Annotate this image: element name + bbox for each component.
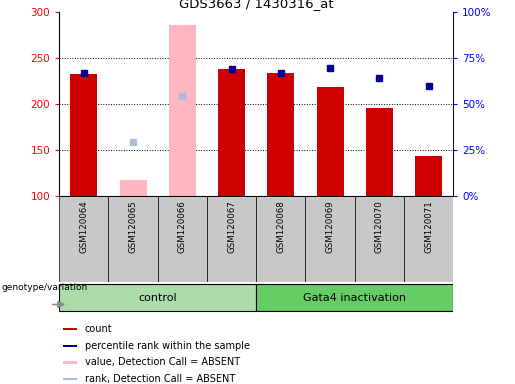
Bar (218, 69, 245, 196)
Bar (71, 74, 97, 196)
Bar (119, 180, 147, 196)
Bar (63, 361, 77, 364)
Bar (256, 284, 453, 311)
Bar (366, 108, 393, 196)
Text: GSM120067: GSM120067 (227, 200, 236, 253)
Bar (305, 196, 355, 282)
Bar (404, 196, 453, 282)
Text: count: count (85, 324, 112, 334)
Bar (267, 73, 295, 196)
Text: GSM120064: GSM120064 (79, 200, 89, 253)
Text: percentile rank within the sample: percentile rank within the sample (85, 341, 250, 351)
Bar (256, 196, 305, 282)
Text: Gata4 inactivation: Gata4 inactivation (303, 293, 406, 303)
Text: genotype/variation: genotype/variation (2, 283, 88, 292)
Text: GSM120066: GSM120066 (178, 200, 187, 253)
Text: control: control (139, 293, 177, 303)
Bar (415, 156, 442, 196)
Bar (59, 284, 256, 311)
Bar (63, 378, 77, 381)
Text: GSM120065: GSM120065 (129, 200, 138, 253)
Text: GSM120069: GSM120069 (325, 200, 335, 253)
Bar (63, 328, 77, 330)
Bar (169, 25, 196, 196)
Text: value, Detection Call = ABSENT: value, Detection Call = ABSENT (85, 358, 240, 367)
Bar (317, 87, 344, 196)
Text: rank, Detection Call = ABSENT: rank, Detection Call = ABSENT (85, 374, 235, 384)
Bar (207, 196, 256, 282)
Bar (59, 196, 109, 282)
Bar (109, 196, 158, 282)
Text: GSM120071: GSM120071 (424, 200, 433, 253)
Bar (158, 196, 207, 282)
Title: GDS3663 / 1430316_at: GDS3663 / 1430316_at (179, 0, 334, 10)
Text: GSM120070: GSM120070 (375, 200, 384, 253)
Bar (63, 344, 77, 347)
Bar (355, 196, 404, 282)
Text: GSM120068: GSM120068 (277, 200, 285, 253)
